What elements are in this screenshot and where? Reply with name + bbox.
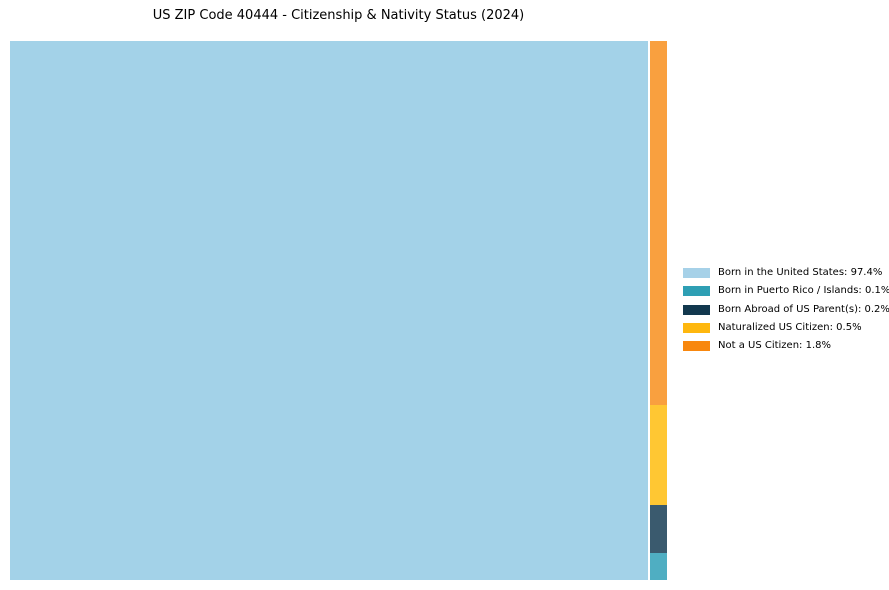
legend-swatch-born-in-the-united-states [683, 268, 710, 279]
legend-label-naturalized-us-citizen: Naturalized US Citizen: 0.5% [718, 322, 862, 334]
legend-label-born-abroad-of-us-parents: Born Abroad of US Parent(s): 0.2% [718, 303, 889, 315]
legend-swatch-born-abroad-of-us-parents [683, 304, 710, 315]
treemap-rect-naturalized-us-citizen [650, 405, 667, 505]
treemap-rect-not-a-us-citizen [650, 41, 667, 405]
legend-swatch-naturalized-us-citizen [683, 323, 710, 334]
treemap-rect-born-abroad-of-us-parents [650, 504, 667, 553]
legend-row-born-abroad-of-us-parents: Born Abroad of US Parent(s): 0.2% [683, 301, 889, 319]
legend-label-not-a-us-citizen: Not a US Citizen: 1.8% [718, 340, 832, 352]
legend-row-not-a-us-citizen: Not a US Citizen: 1.8% [683, 337, 889, 355]
treemap-rect-born-in-the-united-states [10, 41, 648, 580]
legend-row-naturalized-us-citizen: Naturalized US Citizen: 0.5% [683, 319, 889, 337]
chart-title: US ZIP Code 40444 - Citizenship & Nativi… [152, 8, 525, 23]
legend-swatch-born-in-puerto-rico-islands [683, 286, 710, 297]
treemap-rect-born-in-puerto-rico-islands [650, 552, 667, 580]
legend-label-born-in-the-united-states: Born in the United States: 97.4% [718, 267, 883, 279]
legend-row-born-in-puerto-rico-islands: Born in Puerto Rico / Islands: 0.1% [683, 282, 889, 300]
legend: Born in the United States: 97.4% Born in … [683, 264, 889, 356]
legend-swatch-not-a-us-citizen [683, 341, 710, 352]
legend-label-born-in-puerto-rico-islands: Born in Puerto Rico / Islands: 0.1% [718, 285, 889, 297]
legend-row-born-in-the-united-states: Born in the United States: 97.4% [683, 264, 889, 282]
